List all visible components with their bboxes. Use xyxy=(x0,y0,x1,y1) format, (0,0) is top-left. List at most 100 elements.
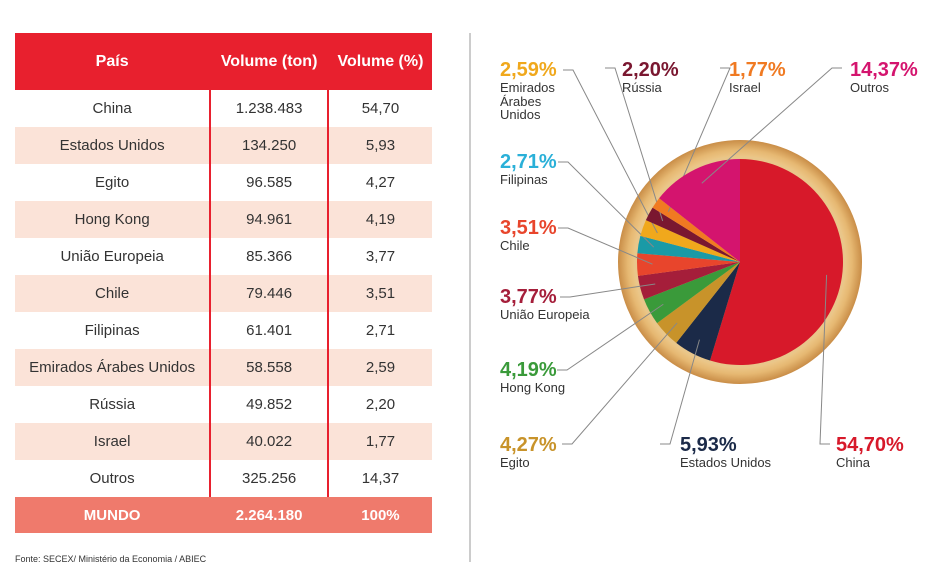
pie-category-label: Hong Kong xyxy=(500,380,566,395)
table-cell: China xyxy=(92,100,132,117)
table-row: Chile 79.446 3,51 xyxy=(15,275,432,312)
pie-label: 3,51% Chile xyxy=(500,218,557,253)
pie-value-label: 5,93% xyxy=(680,434,737,456)
column-header: Volume (%) xyxy=(326,33,432,90)
table-row: União Europeia 85.366 3,77 xyxy=(15,238,432,275)
table-cell: Emirados Árabes Unidos xyxy=(15,349,211,386)
data-table: País Volume (ton) Volume (%) China 1.238.… xyxy=(15,33,432,533)
table-cell: Rússia xyxy=(89,396,136,413)
pie-slice xyxy=(657,262,740,343)
table-row: Israel 40.022 1,77 xyxy=(15,423,432,460)
table-cell: 3,51 xyxy=(326,275,432,312)
table-cell: 96.585 xyxy=(209,164,328,201)
table-cell: Estados Unidos xyxy=(15,127,211,164)
table-cell: 85.366 xyxy=(209,238,328,275)
column-header: Volume (ton) xyxy=(209,33,328,90)
pie-slice xyxy=(710,159,843,365)
pie-label: 2,59% Emirados Árabes Unidos xyxy=(500,60,562,122)
pie-value-label: 2,71% xyxy=(500,151,557,173)
pie-label: 54,70% China xyxy=(836,435,904,470)
table-cell: 1.238.483 xyxy=(209,90,328,127)
pie-value-label: 14,37% xyxy=(850,59,918,81)
pie-slice xyxy=(637,235,740,262)
table-row: Emirados Árabes Unidos 58.558 2,59 xyxy=(15,349,432,386)
pie-category-label: Estados Unidos xyxy=(680,455,772,470)
source-note: Fonte: SECEX/ Ministério da Economia / A… xyxy=(15,554,207,564)
pie-category-label: União Europeia xyxy=(500,307,590,322)
table-cell: 79.446 xyxy=(209,275,328,312)
leader-line xyxy=(701,67,842,184)
table-cell: 14,37 xyxy=(326,460,432,497)
table-cell: MUNDO xyxy=(15,497,211,533)
table-cell: 100% xyxy=(326,497,432,533)
table-cell: 2,71 xyxy=(326,312,432,349)
column-header: País xyxy=(15,33,211,90)
leader-line xyxy=(563,69,658,234)
pie-label: 2,20% Rússia xyxy=(622,60,679,95)
leader-line xyxy=(605,67,664,222)
table-cell: 2.264.180 xyxy=(209,497,328,533)
total-row: MUNDO 2.264.180 100% xyxy=(15,497,432,533)
pie-category-label: China xyxy=(836,455,870,470)
leader-line xyxy=(558,161,655,248)
table-cell: 4,27 xyxy=(326,164,432,201)
pie-slice xyxy=(637,253,740,276)
pie-category-label: Rússia xyxy=(622,80,662,95)
table-row: Filipinas 61.401 2,71 xyxy=(15,312,432,349)
pie-label: 5,93% Estados Unidos xyxy=(680,435,771,470)
table-row: Estados Unidos 134.250 5,93 xyxy=(15,127,432,164)
pie-slice xyxy=(637,262,740,300)
pie-label: 4,27% Egito xyxy=(500,435,557,470)
table-cell: Chile xyxy=(15,275,211,312)
pie-value-label: 4,19% xyxy=(500,359,557,381)
table-cell: 3,77 xyxy=(326,238,432,275)
table-row: Outros 325.256 14,37 xyxy=(15,460,432,497)
leader-line xyxy=(558,227,653,265)
pie-category-label: Filipinas xyxy=(500,172,548,187)
table-cell: 2,59 xyxy=(326,349,432,386)
table-cell: Filipinas xyxy=(84,322,140,339)
table-cell: 325.256 xyxy=(209,460,328,497)
pie-value-label: 1,77% xyxy=(729,59,786,81)
table-cell: 94.961 xyxy=(209,201,328,238)
table-cell: Egito xyxy=(95,174,130,191)
leader-line xyxy=(667,67,731,212)
pie-slice xyxy=(652,198,740,262)
pie-slice xyxy=(644,262,740,324)
pie-label: 4,19% Hong Kong xyxy=(500,360,565,395)
pie-label: 1,77% Israel xyxy=(729,60,786,95)
pie-slice xyxy=(659,159,740,262)
leader-line xyxy=(560,283,656,298)
table-row: Hong Kong 94.961 4,19 xyxy=(15,201,432,238)
table-cell: 54,70 xyxy=(326,90,432,127)
leader-line xyxy=(819,274,830,445)
table-cell: 2,20 xyxy=(326,386,432,423)
table-cell: Israel xyxy=(15,423,211,460)
leader-line xyxy=(562,322,678,445)
pie-category-label: Emirados Árabes Unidos xyxy=(500,80,555,123)
table-row: Rússia 49.852 2,20 xyxy=(15,386,432,423)
table-cell: 58.558 xyxy=(209,349,328,386)
table-cell: Hong Kong xyxy=(15,201,211,238)
pie-category-label: Israel xyxy=(729,80,761,95)
table-cell: 4,19 xyxy=(326,201,432,238)
leader-line xyxy=(660,339,700,445)
leader-line xyxy=(557,303,664,371)
pie-label: 3,77% União Europeia xyxy=(500,287,590,322)
pie-value-label: 3,51% xyxy=(500,217,557,239)
table-row: Egito 96.585 4,27 xyxy=(15,164,432,201)
table-cell: 5,93 xyxy=(326,127,432,164)
table-cell: 134.250 xyxy=(209,127,328,164)
pie-category-label: Outros xyxy=(850,80,890,95)
pie-value-label: 3,77% xyxy=(500,286,557,308)
table-cell: 49.852 xyxy=(209,386,328,423)
pie-label: 14,37% Outros xyxy=(850,60,918,95)
pie-category-label: Chile xyxy=(500,238,530,253)
table-cell: União Europeia xyxy=(60,248,164,265)
table-cell: 40.022 xyxy=(209,423,328,460)
table-cell: Outros xyxy=(89,470,135,487)
pie-slice xyxy=(676,262,740,361)
pie-category-label: Egito xyxy=(500,455,530,470)
